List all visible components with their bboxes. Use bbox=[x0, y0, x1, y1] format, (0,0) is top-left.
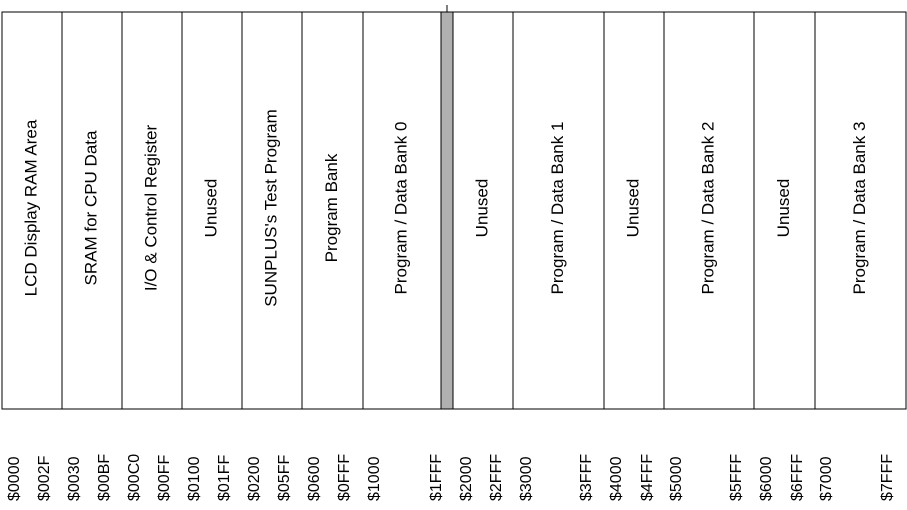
address-label: $00BF bbox=[96, 454, 113, 501]
region-label: LCD Display RAM Area bbox=[21, 119, 40, 296]
address-label: $01FF bbox=[216, 455, 233, 501]
address-label: $0FFF bbox=[336, 454, 353, 501]
address-label: $7000 bbox=[818, 456, 835, 501]
address-label: $4FFF bbox=[639, 454, 656, 501]
region-label: Unused bbox=[774, 179, 793, 238]
address-label: $00FF bbox=[156, 455, 173, 501]
address-label: $2FFF bbox=[488, 454, 505, 501]
region-label: Program / Data Bank 2 bbox=[698, 122, 717, 295]
address-label: $00C0 bbox=[126, 454, 143, 501]
address-label: $3FFF bbox=[578, 454, 595, 501]
address-label: $5FFF bbox=[728, 454, 745, 501]
address-label: $1FFF bbox=[428, 454, 445, 501]
address-label: $3000 bbox=[518, 456, 535, 501]
region-label: Program / Data Bank 1 bbox=[548, 122, 567, 295]
region-label: Unused bbox=[201, 179, 220, 238]
region-label: Unused bbox=[623, 179, 642, 238]
address-label: $1000 bbox=[366, 456, 383, 501]
address-label: $002F bbox=[36, 455, 53, 501]
address-label: $5000 bbox=[668, 456, 685, 501]
region-label: Program Bank bbox=[322, 153, 341, 262]
address-label: $0000 bbox=[6, 456, 23, 501]
region-label: I/O & Control Register bbox=[141, 125, 160, 292]
region-label: Program / Data Bank 0 bbox=[391, 122, 410, 295]
address-label: $7FFF bbox=[879, 454, 896, 501]
address-label: $0100 bbox=[186, 456, 203, 501]
region-label: Program / Data Bank 3 bbox=[850, 122, 869, 295]
address-label: $0600 bbox=[306, 456, 323, 501]
address-label: $6FFF bbox=[789, 454, 806, 501]
region-label: SRAM for CPU Data bbox=[81, 130, 100, 285]
region-label: SUNPLUS's Test Program bbox=[261, 109, 280, 307]
address-label: $4000 bbox=[608, 456, 625, 501]
address-label: $0200 bbox=[246, 456, 263, 501]
separator-bar bbox=[440, 11, 454, 410]
address-label: $6000 bbox=[758, 456, 775, 501]
address-label: $0030 bbox=[66, 456, 83, 501]
address-label: $2000 bbox=[458, 456, 475, 501]
region-label: Unused bbox=[472, 179, 491, 238]
map-frame bbox=[1, 11, 907, 410]
address-label: $05FF bbox=[276, 455, 293, 501]
